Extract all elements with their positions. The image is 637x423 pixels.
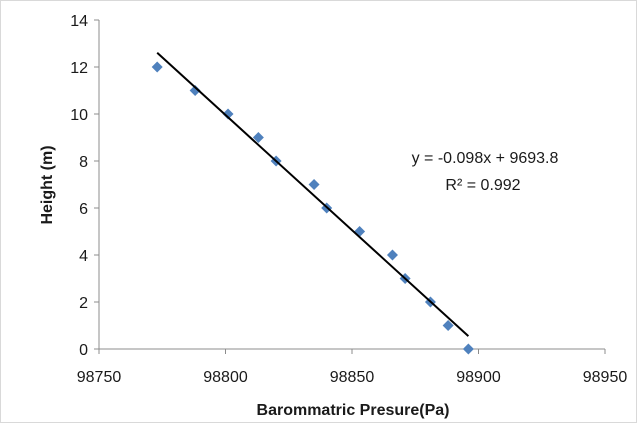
y-tick-label: 10 [70,107,88,124]
y-tick-label: 0 [79,342,88,359]
data-point [354,226,366,237]
data-point [151,61,163,73]
y-tick-label: 8 [79,154,88,171]
x-tick-label: 98850 [330,369,375,386]
x-axis-title: Barommatric Presure(Pa) [257,402,450,419]
x-tick-label: 98750 [77,369,122,386]
data-point [222,108,234,120]
trendline [156,52,470,337]
data-points [151,61,474,355]
y-tick-label: 14 [70,13,88,30]
data-point [386,249,398,261]
y-axis-title: Height (m) [39,145,56,224]
trendline-equation: y = -0.098x + 9693.8 [412,150,559,167]
data-point [462,343,474,355]
y-tick-label: 4 [79,248,88,265]
data-point [189,85,201,96]
axes [94,19,606,354]
data-point [308,179,320,190]
y-tick-label: 2 [79,295,88,312]
x-tick-label: 98950 [583,369,628,386]
y-tick-label: 6 [79,201,88,218]
x-tick-label: 98800 [203,369,248,386]
x-tick-label: 98900 [456,369,501,386]
r-squared-label: R² = 0.992 [445,177,520,194]
y-tick-label: 12 [70,60,88,77]
tick-labels: 0 2 4 6 8 10 12 14 98750 98800 98850 98900 98950 [70,13,627,386]
data-point [252,132,264,143]
data-point [442,320,454,331]
